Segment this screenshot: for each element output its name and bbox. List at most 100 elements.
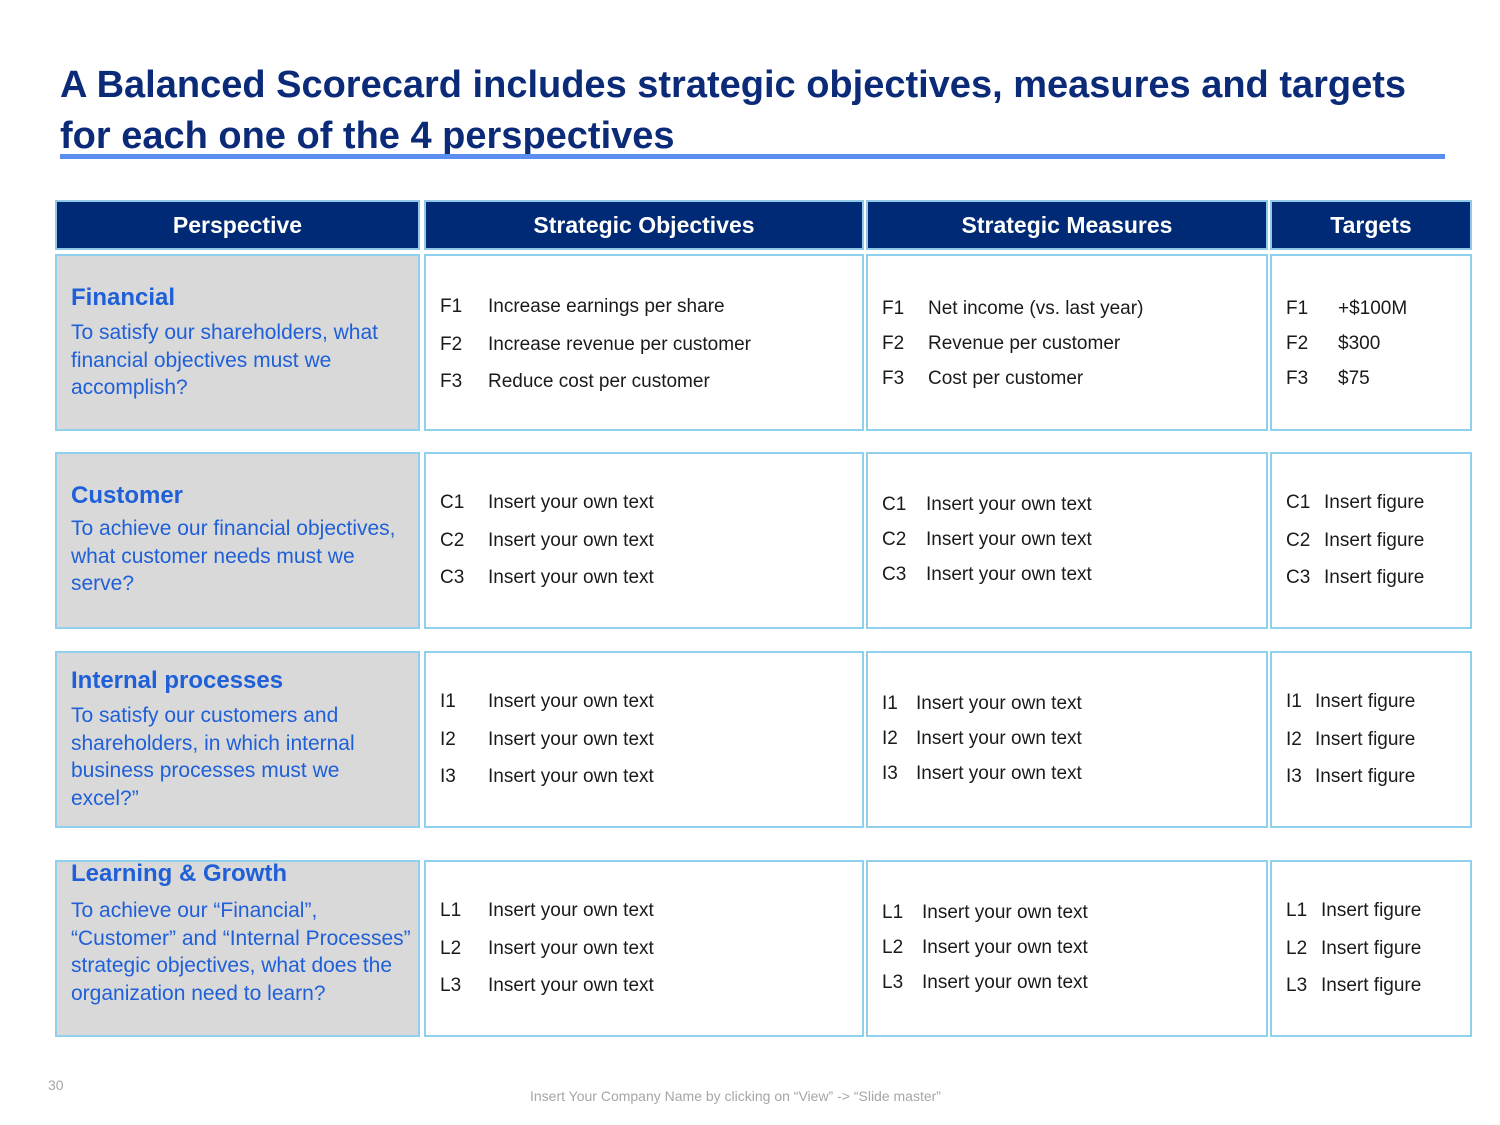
- item-code: C3: [440, 567, 465, 588]
- item-text: Insert figure: [1315, 691, 1416, 712]
- objectives-cell-learning-growth: L1 Insert your own text L2 Insert your own …: [424, 860, 864, 1037]
- target-item: I1 Insert figure: [1286, 691, 1415, 713]
- item-code: F2: [882, 333, 905, 354]
- item-text: Insert figure: [1324, 492, 1425, 513]
- item-text: Insert your own text: [922, 972, 1088, 993]
- measure-item: L2 Insert your own text: [882, 937, 1088, 959]
- perspective-title: Customer: [71, 482, 184, 509]
- item-text: Insert figure: [1324, 567, 1425, 588]
- perspective-title: Learning & Growth: [71, 860, 287, 887]
- header-strategic-objectives: Strategic Objectives: [424, 200, 864, 250]
- item-text: Insert figure: [1324, 529, 1425, 551]
- objectives-cell-customer: C1 Insert your own text C2 Insert your own …: [424, 452, 864, 629]
- objective-item: I1 Insert your own text: [440, 691, 654, 713]
- item-text: Insert your own text: [488, 567, 654, 588]
- item-code: L3: [440, 975, 462, 996]
- item-code: F2: [1286, 333, 1309, 354]
- objective-item: F1 Increase earnings per share: [440, 296, 725, 318]
- item-code: I2: [882, 728, 898, 749]
- measure-item: I2 Insert your own text: [882, 728, 1082, 750]
- title-underline: [60, 154, 1445, 159]
- header-targets: Targets: [1270, 200, 1472, 250]
- item-code: F3: [1286, 368, 1309, 389]
- measure-item: C1 Insert your own text: [882, 494, 1092, 516]
- item-code: L3: [1286, 975, 1308, 996]
- item-code: F1: [1286, 298, 1309, 319]
- targets-cell-customer: C1 Insert figure C2 Insert figure C3 Insert f…: [1270, 452, 1472, 629]
- measure-item: F2 Revenue per customer: [882, 333, 1120, 355]
- perspective-question: To satisfy our customers and shareholder…: [71, 704, 355, 810]
- measures-cell-financial: F1 Net income (vs. last year) F2 Revenue pe…: [866, 254, 1268, 431]
- measures-cell-learning-growth: L1 Insert your own text L2 Insert your own …: [866, 860, 1268, 1037]
- slide-title: A Balanced Scorecard includes strategic …: [60, 64, 1407, 157]
- item-text: Insert your own text: [916, 763, 1082, 784]
- measure-item: I3 Insert your own text: [882, 763, 1082, 785]
- measures-cell-internal-processes: I1 Insert your own text I2 Insert your own …: [866, 651, 1268, 828]
- item-code: L3: [882, 972, 904, 993]
- target-item: C3 Insert figure: [1286, 567, 1424, 589]
- item-code: C1: [882, 494, 907, 515]
- item-text: Insert your own text: [488, 529, 654, 551]
- item-text: Insert figure: [1321, 975, 1422, 996]
- measure-item: L3 Insert your own text: [882, 972, 1088, 994]
- item-text: Insert figure: [1321, 900, 1422, 921]
- header-perspective: Perspective: [55, 200, 420, 250]
- item-code: F3: [882, 368, 905, 389]
- item-code: I3: [440, 766, 456, 787]
- item-text: Insert your own text: [488, 766, 654, 787]
- target-item: I3 Insert figure: [1286, 766, 1415, 788]
- objective-item: F2 Increase revenue per customer: [440, 334, 751, 356]
- measure-item: C2 Insert your own text: [882, 529, 1092, 551]
- measure-item: F3 Cost per customer: [882, 368, 1083, 390]
- objective-item: L3 Insert your own text: [440, 975, 654, 997]
- perspective-question: To satisfy our shareholders, what financ…: [71, 321, 378, 399]
- objective-item: L2 Insert your own text: [440, 938, 654, 960]
- item-text: Insert figure: [1315, 766, 1416, 787]
- item-code: C3: [882, 564, 907, 585]
- item-code: C2: [882, 529, 907, 550]
- perspective-cell-financial: Financial To satisfy our shareholders, wh…: [55, 254, 420, 431]
- item-code: L2: [882, 937, 904, 958]
- perspective-cell-internal-processes: Internal processes To satisfy our custome…: [55, 651, 420, 828]
- item-text: Increase earnings per share: [488, 296, 725, 317]
- target-item: I2 Insert figure: [1286, 729, 1415, 751]
- item-text: Insert your own text: [488, 975, 654, 996]
- objective-item: I3 Insert your own text: [440, 766, 654, 788]
- footer-company-text: Insert Your Company Name by clicking on …: [530, 1088, 941, 1104]
- item-text: Insert your own text: [488, 492, 654, 513]
- item-text: Insert your own text: [488, 937, 654, 959]
- item-code: F2: [440, 333, 463, 355]
- item-text: Cost per customer: [928, 368, 1084, 389]
- target-item: L2 Insert figure: [1286, 938, 1421, 960]
- targets-cell-internal-processes: I1 Insert figure I2 Insert figure I3 Insert f…: [1270, 651, 1472, 828]
- objectives-cell-financial: F1 Increase earnings per share F2 Increase …: [424, 254, 864, 431]
- item-code: I1: [882, 693, 898, 714]
- item-code: I1: [440, 691, 456, 712]
- item-code: C1: [440, 492, 465, 513]
- item-text: Insert your own text: [916, 728, 1082, 749]
- target-item: C2 Insert figure: [1286, 530, 1424, 552]
- item-code: C1: [1286, 492, 1311, 513]
- target-item: F2 $300: [1286, 333, 1380, 355]
- item-text: Revenue per customer: [928, 333, 1121, 354]
- item-code: C2: [1286, 529, 1311, 551]
- objective-item: I2 Insert your own text: [440, 729, 654, 751]
- target-item: F1 +$100M: [1286, 298, 1407, 320]
- measure-item: L1 Insert your own text: [882, 902, 1088, 924]
- perspective-question: To achieve our financial objectives, wha…: [71, 517, 396, 595]
- item-text: Insert figure: [1315, 728, 1416, 750]
- target-item: C1 Insert figure: [1286, 492, 1424, 514]
- page-number: 30: [48, 1077, 64, 1093]
- item-text: Insert your own text: [926, 564, 1092, 585]
- measure-item: F1 Net income (vs. last year): [882, 298, 1143, 320]
- targets-cell-financial: F1 +$100M F2 $300 F3 $75: [1270, 254, 1472, 431]
- objective-item: C1 Insert your own text: [440, 492, 654, 514]
- item-text: Insert your own text: [922, 902, 1088, 923]
- item-code: L2: [440, 937, 462, 959]
- item-text: $300: [1338, 333, 1381, 354]
- item-text: Insert your own text: [926, 494, 1092, 515]
- item-code: I2: [1286, 728, 1302, 750]
- item-code: F3: [440, 371, 463, 392]
- item-code: C3: [1286, 567, 1311, 588]
- perspective-title: Internal processes: [71, 667, 284, 694]
